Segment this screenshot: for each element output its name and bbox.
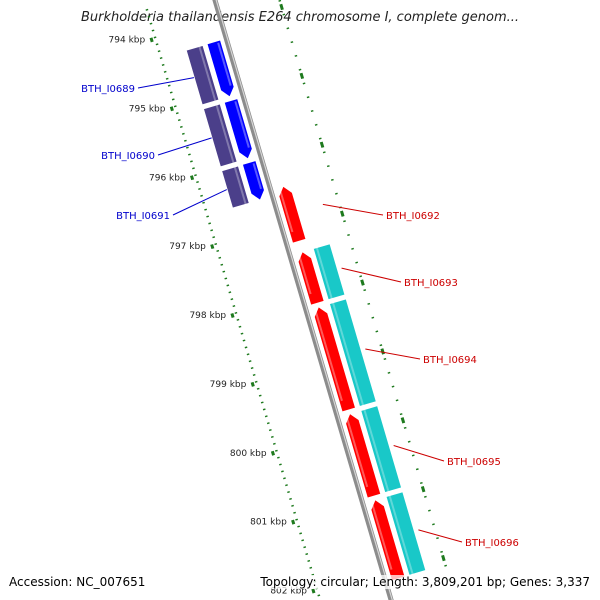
major-tick bbox=[319, 141, 325, 148]
major-tick bbox=[400, 417, 406, 424]
gene-highlight bbox=[345, 416, 369, 488]
backbone-line bbox=[212, 0, 394, 600]
gene-labels: BTH_I0689 BTH_I0690 BTH_I0691 BTH_I0692 BTH_… bbox=[81, 77, 519, 549]
genome-summary-text: Topology: circular; Length: 3,809,201 bp… bbox=[260, 575, 590, 589]
label-leader-line bbox=[322, 203, 384, 216]
gene-arrow-BTH_I0694 bbox=[313, 305, 357, 413]
gene-arrow-BTH_I0691 bbox=[241, 159, 266, 202]
gene-highlight bbox=[370, 502, 393, 570]
label-leader-line bbox=[365, 348, 421, 360]
tick-label: 797 kbp bbox=[169, 242, 206, 252]
tick-label: 799 kbp bbox=[210, 380, 247, 390]
major-tick bbox=[291, 519, 296, 525]
major-tick bbox=[250, 381, 255, 387]
tick-label: 801 kbp bbox=[250, 518, 287, 528]
major-tick bbox=[149, 37, 154, 43]
gene-arrow-BTH_I0690 bbox=[223, 97, 253, 160]
major-tick bbox=[270, 450, 275, 456]
cds-block-BTH_I0689 bbox=[184, 44, 221, 107]
gene-label-BTH_I0692: BTH_I0692 bbox=[386, 211, 440, 222]
major-tick bbox=[360, 279, 365, 286]
gene-arrow-BTH_I0692 bbox=[278, 185, 307, 244]
gene-arrow-BTH_I0689 bbox=[206, 39, 235, 98]
cds-block-BTH_I0693 bbox=[311, 242, 347, 302]
scale-ticks: 794 kbp 795 kbp 796 kbp 797 kbp 798 kbp 799 k… bbox=[109, 0, 452, 597]
major-tick bbox=[190, 175, 195, 181]
backbone-track bbox=[212, 0, 394, 600]
gene-highlight bbox=[298, 254, 312, 295]
map-title: Burkholderia thailandensis E264 chromoso… bbox=[80, 10, 520, 25]
backbone-highlight bbox=[215, 0, 393, 600]
major-tick bbox=[169, 106, 174, 112]
cds-highlight bbox=[215, 104, 235, 164]
label-leader-line bbox=[157, 137, 212, 156]
major-tick bbox=[279, 3, 284, 11]
gene-highlight bbox=[252, 163, 262, 190]
major-tick bbox=[420, 486, 426, 493]
gene-features bbox=[184, 39, 428, 582]
gene-highlight bbox=[278, 189, 294, 233]
tick-label: 802 kbp bbox=[270, 587, 307, 597]
cds-block-BTH_I0691 bbox=[220, 164, 251, 210]
cds-highlight bbox=[233, 166, 247, 205]
cds-highlight bbox=[198, 45, 217, 102]
label-leader-line bbox=[418, 529, 463, 543]
gene-label-BTH_I0690: BTH_I0690 bbox=[101, 151, 155, 162]
cds-highlight bbox=[331, 302, 365, 407]
gene-label-BTH_I0693: BTH_I0693 bbox=[404, 278, 458, 289]
major-tick bbox=[299, 72, 305, 80]
accession-text: Accession: NC_007651 bbox=[9, 575, 146, 589]
gene-label-BTH_I0694: BTH_I0694 bbox=[423, 355, 477, 366]
cds-highlight bbox=[388, 495, 414, 575]
tick-label: 796 kbp bbox=[149, 173, 186, 183]
major-tick bbox=[230, 312, 235, 318]
tick-label: 794 kbp bbox=[109, 36, 146, 46]
cds-highlight bbox=[315, 247, 333, 300]
label-leader-line bbox=[341, 267, 402, 283]
cds-block-BTH_I0690 bbox=[202, 102, 239, 169]
major-tick bbox=[210, 244, 215, 250]
major-tick bbox=[441, 554, 446, 562]
gene-highlight bbox=[314, 309, 343, 402]
gene-label-BTH_I0689: BTH_I0689 bbox=[81, 84, 135, 95]
gene-label-BTH_I0695: BTH_I0695 bbox=[447, 457, 501, 468]
gene-highlight bbox=[234, 101, 250, 148]
gene-arrow-BTH_I0695 bbox=[345, 412, 382, 499]
cds-highlight bbox=[363, 408, 390, 493]
major-tick bbox=[380, 348, 385, 355]
major-tick bbox=[311, 588, 316, 594]
gene-label-BTH_I0696: BTH_I0696 bbox=[465, 538, 519, 549]
cds-block-BTH_I0694 bbox=[328, 297, 378, 408]
tick-label: 800 kbp bbox=[230, 449, 267, 459]
label-leader-line bbox=[137, 77, 195, 89]
gene-label-BTH_I0691: BTH_I0691 bbox=[116, 211, 170, 222]
tick-label: 795 kbp bbox=[129, 104, 166, 114]
major-tick bbox=[340, 210, 345, 217]
cds-block-BTH_I0695 bbox=[359, 404, 403, 494]
tick-label: 798 kbp bbox=[189, 311, 226, 321]
label-leader-line bbox=[172, 189, 228, 216]
label-leader-line bbox=[393, 445, 445, 462]
gene-arrow-BTH_I0693 bbox=[297, 250, 325, 306]
cds-block-BTH_I0696 bbox=[384, 490, 428, 577]
gene-highlight bbox=[217, 42, 232, 86]
